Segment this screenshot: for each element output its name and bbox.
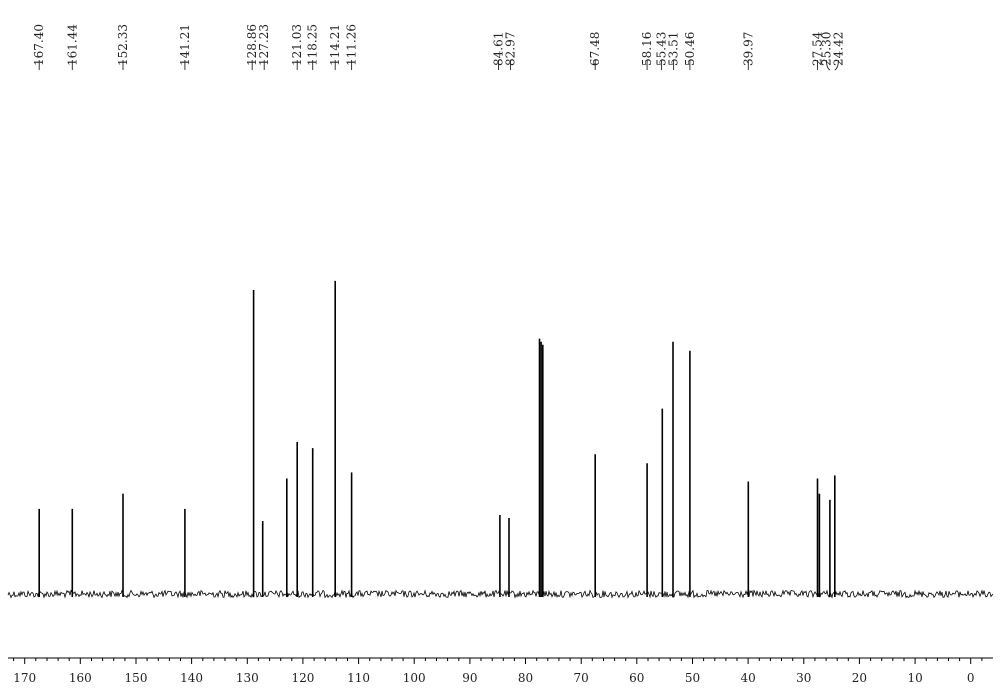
peak-label: 111.26 xyxy=(345,24,359,66)
x-tick-label: 110 xyxy=(347,671,370,685)
peak-label: 84.61 xyxy=(492,32,506,66)
peak-label: 167.40 xyxy=(32,24,46,66)
x-tick-label: 80 xyxy=(518,671,533,685)
x-tick-label: 170 xyxy=(13,671,36,685)
x-tick-label: 160 xyxy=(69,671,92,685)
peak-label: 24.42 xyxy=(831,32,845,66)
peak-label: 128.86 xyxy=(245,24,259,66)
peak-label: 58.16 xyxy=(640,32,654,66)
peak-label: 55.43 xyxy=(655,32,669,66)
peak-label: 118.25 xyxy=(306,24,320,66)
peak-label: 50.46 xyxy=(683,32,697,66)
x-tick-label: 40 xyxy=(740,671,755,685)
peak-label-leader xyxy=(834,59,839,71)
spectrum-trace xyxy=(7,280,994,599)
peak-leader-lines xyxy=(38,59,839,71)
peak-label: 82.97 xyxy=(504,32,518,66)
peak-label: 152.33 xyxy=(116,24,130,66)
peak-label-leader xyxy=(825,59,831,71)
x-tick-label: 10 xyxy=(907,671,922,685)
x-tick-label: 20 xyxy=(852,671,867,685)
x-tick-label: 90 xyxy=(462,671,477,685)
peak-label: 141.21 xyxy=(178,24,192,66)
peak-label: 127.23 xyxy=(257,24,271,66)
x-tick-label: 70 xyxy=(574,671,589,685)
x-tick-label: 150 xyxy=(125,671,148,685)
peak-label: 161.44 xyxy=(65,24,79,66)
peak-label: 114.21 xyxy=(328,24,342,66)
peak-label: 121.03 xyxy=(290,24,304,66)
peak-label: 39.97 xyxy=(741,32,755,66)
peak-label: 53.51 xyxy=(667,32,681,66)
x-tick-label: 130 xyxy=(236,671,259,685)
x-tick-label: 60 xyxy=(629,671,644,685)
x-tick-label: 100 xyxy=(403,671,426,685)
x-tick-label: 30 xyxy=(796,671,811,685)
x-tick-label: 50 xyxy=(685,671,700,685)
peak-label: 67.48 xyxy=(588,32,602,66)
peak-label: 25.30 xyxy=(819,32,833,66)
peak-label: 27.54 xyxy=(811,31,825,66)
x-tick-label: 0 xyxy=(967,671,975,685)
x-axis: 170 160 150 140 130 120 110 100 90 80 70 60 50 40 30 20… xyxy=(8,657,993,685)
x-tick-label: 120 xyxy=(291,671,314,685)
x-tick-label: 140 xyxy=(180,671,203,685)
